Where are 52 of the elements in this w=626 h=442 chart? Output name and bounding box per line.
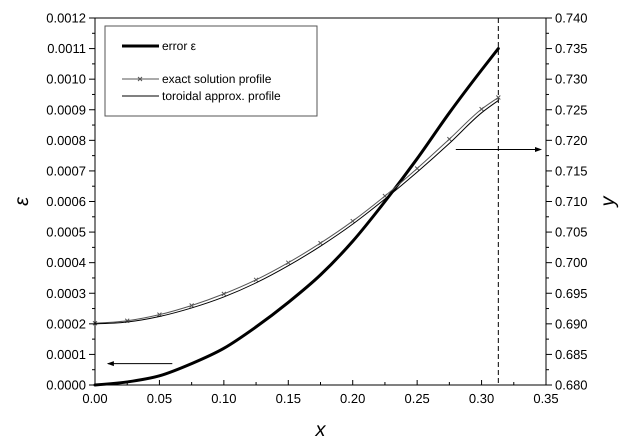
point [156, 312, 162, 318]
point [414, 166, 420, 171]
y-tick-label: 0.0004 [46, 255, 86, 270]
y2-tick-label: 0.705 [555, 224, 588, 240]
y-tick-label: 0.0010 [46, 72, 86, 87]
y-tick-label: 0.0000 [46, 378, 86, 392]
point [479, 106, 484, 112]
y-tick-label: 0.0006 [46, 194, 86, 209]
y2-tick-label: 0.730 [555, 72, 588, 87]
y-tick-label: 0.0007 [46, 163, 86, 178]
y2-tick-label: 0.725 [555, 102, 588, 118]
y-axis-title: ε [11, 196, 33, 206]
y-tick-label: 0.0005 [46, 224, 86, 240]
y2-tick-label: 0.715 [555, 163, 588, 178]
y2-tick-label: 0.720 [555, 132, 588, 148]
y-tick-label: 0.0002 [46, 316, 86, 332]
y2-tick-label: 0.685 [555, 346, 588, 362]
y-tick-label: 0.0009 [46, 102, 86, 118]
y-tick-label: 0.0011 [47, 41, 86, 56]
y-tick-label: 0.0012 [46, 10, 86, 26]
point [221, 291, 226, 296]
point [124, 318, 130, 324]
x-tick-label: 0.05 [146, 391, 172, 406]
x-axis-title: x [314, 419, 326, 441]
y-tick-label: 0.0003 [46, 286, 86, 301]
x-tick-label: 0.35 [533, 391, 559, 406]
point [254, 277, 259, 282]
legend-label: exact solution profile [162, 72, 272, 86]
y2-tick-label: 0.710 [555, 194, 588, 209]
point [382, 193, 388, 198]
y2-axis-title: y [597, 196, 619, 208]
legend-label: error ε [162, 39, 197, 53]
x-tick-label: 0.15 [276, 391, 301, 406]
y-tick-label: 0.0001 [46, 346, 86, 362]
x-tick-label: 0.20 [340, 391, 366, 406]
x-tick-label: 0.10 [211, 391, 237, 406]
point [446, 136, 452, 142]
point [286, 260, 291, 266]
point [350, 218, 356, 224]
legend-label: toroidal approx. profile [162, 89, 282, 103]
x-tick-label: 0.00 [82, 391, 108, 406]
y-tick-label: 0.0008 [46, 132, 86, 148]
x-tick-label: 0.30 [468, 391, 494, 406]
y2-tick-label: 0.740 [555, 10, 588, 26]
x-tick-label: 0.25 [404, 391, 430, 406]
y2-tick-label: 0.690 [555, 316, 588, 332]
point [318, 240, 323, 246]
y2-tick-label: 0.680 [555, 378, 588, 392]
point [189, 302, 194, 308]
y2-tick-label: 0.700 [555, 255, 588, 270]
y2-tick-label: 0.735 [555, 41, 588, 56]
y2-tick-label: 0.695 [555, 286, 588, 301]
